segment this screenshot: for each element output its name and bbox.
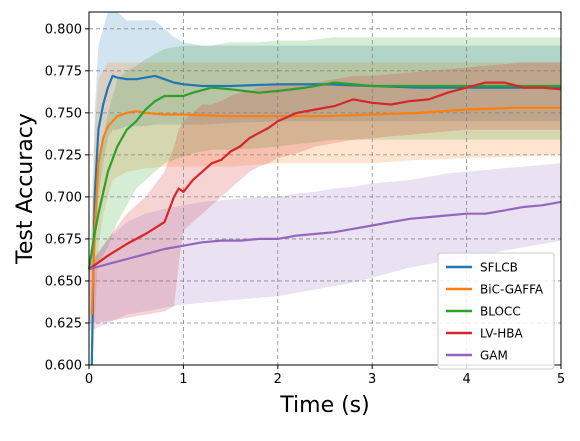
series-line-bic-gaffa (90, 106, 561, 315)
x-tick-label: 0 (85, 372, 93, 387)
series-line-lv-hba (88, 81, 562, 271)
y-tick-label: 0.650 (45, 274, 82, 289)
x-tick-label: 5 (557, 372, 565, 387)
plot-frame (88, 11, 562, 366)
y-tick-label: 0.775 (45, 64, 82, 79)
band-sflcb (91, 12, 562, 365)
series-lines (87, 74, 562, 366)
y-tick-label: 0.675 (45, 232, 82, 247)
series-line-gam (88, 200, 562, 271)
band-gam (89, 163, 561, 332)
x-axis-ticks: 0 1 2 3 4 5 (85, 365, 565, 387)
legend-label: SFLCB (480, 261, 518, 275)
x-tick-label: 1 (179, 372, 187, 387)
band-bic-gaffa (91, 62, 562, 366)
x-tick-label: 3 (368, 372, 376, 387)
band-lv-hba (89, 62, 561, 324)
y-axis-ticks: 0.600 0.625 0.650 0.675 0.700 0.725 0.750 0.775… (45, 22, 89, 374)
legend-label: BiC-GAFFA (480, 283, 544, 297)
y-tick-label: 0.725 (45, 148, 82, 163)
x-axis-title: Time (s) (279, 393, 369, 418)
x-tick-label: 2 (274, 372, 282, 387)
legend-label: LV-HBA (480, 327, 523, 341)
legend-label: GAM (480, 349, 508, 363)
legend: SFLCB BiC-GAFFA BLOCC LV-HBA GAM (437, 252, 555, 370)
band-blocc (89, 37, 561, 273)
y-tick-label: 0.800 (45, 22, 82, 37)
y-tick-label: 0.625 (45, 316, 82, 331)
confidence-bands (89, 12, 562, 366)
legend-box (437, 252, 555, 370)
y-tick-label: 0.700 (45, 190, 82, 205)
series-line-blocc (87, 81, 561, 270)
x-tick-label: 4 (462, 372, 470, 387)
y-tick-label: 0.600 (45, 359, 82, 374)
y-axis-title: Test Accuracy (13, 113, 38, 265)
legend-label: BLOCC (480, 305, 521, 319)
y-tick-label: 0.750 (45, 106, 82, 121)
